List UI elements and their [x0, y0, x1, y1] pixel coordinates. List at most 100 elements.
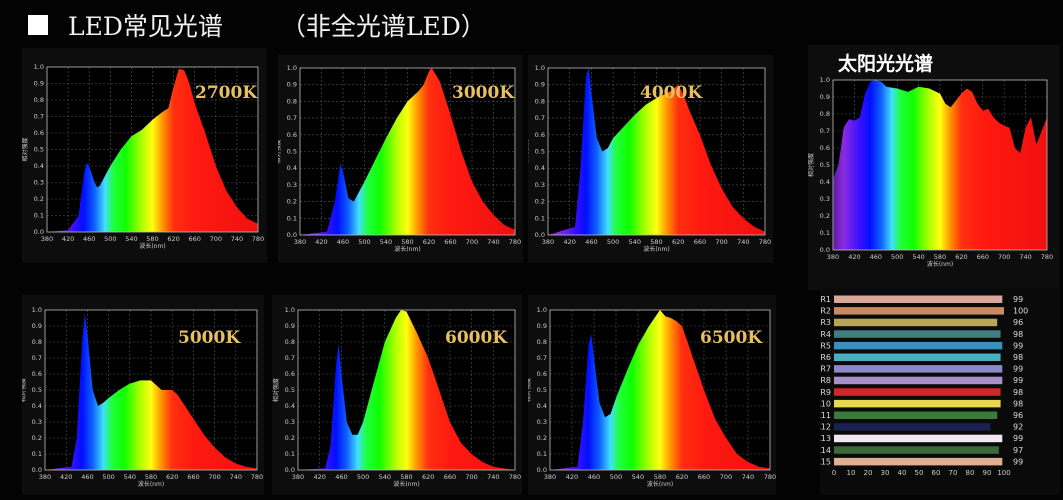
bar-value-label: 99	[1013, 376, 1023, 385]
x-tick-label: 700	[715, 238, 727, 246]
y-tick-label: 0.8	[535, 97, 545, 105]
bar-value-label: 98	[1013, 388, 1023, 397]
x-tick-label: 500	[610, 473, 622, 481]
x-tick-label: 580	[146, 235, 158, 243]
spectrum-chart-5000K: 0.0 0.1 0.2 0.3 0.4 0.5 0.6 0.7 0.8 0.9 1.0 380 420 4…	[22, 295, 264, 495]
x-tick-label: 740	[230, 473, 242, 481]
bar-value-label: 98	[1013, 330, 1023, 339]
y-tick-label: 0.4	[287, 164, 297, 172]
x-tick-label: 740	[1019, 253, 1031, 261]
x-tick-label: 660	[698, 473, 710, 481]
bar-value-label: 98	[1013, 353, 1023, 362]
bar-value-label: 99	[1013, 457, 1023, 466]
y-tick-label: 0.7	[287, 114, 297, 122]
y-tick-label: 0.3	[287, 181, 297, 189]
plot-border	[832, 79, 1048, 251]
x-axis-label: 波长(nm)	[643, 245, 669, 253]
x-tick-label: 700	[465, 473, 477, 481]
chart-svg: 0.0 0.1 0.2 0.3 0.4 0.5 0.6 0.7 0.8 0.9 1.0 380 420 4…	[528, 306, 776, 488]
y-tick-label: 0.9	[535, 81, 545, 89]
x-tick-label: 660	[188, 235, 200, 243]
bar-category-label: R8	[820, 376, 831, 385]
x-tick-label: 0	[832, 469, 836, 477]
y-tick-label: 0.3	[535, 181, 545, 189]
bar-category-label: R12	[820, 423, 831, 432]
x-tick-label: 20	[864, 469, 873, 477]
y-axis-label: 相对强度	[272, 378, 280, 402]
bar-value-label: 98	[1013, 399, 1023, 408]
bar-value-label: 92	[1013, 423, 1023, 432]
y-tick-label: 0.0	[537, 466, 547, 474]
cri-bar-R9	[834, 388, 1001, 396]
y-tick-label: 1.0	[537, 306, 547, 314]
y-tick-label: 0.4	[537, 402, 547, 410]
y-tick-label: 0.7	[32, 354, 42, 362]
x-tick-label: 30	[881, 469, 890, 477]
y-tick-label: 0.6	[32, 370, 42, 378]
y-tick-label: 0.8	[32, 338, 42, 346]
x-tick-label: 500	[607, 238, 619, 246]
bar-category-label: R4	[820, 330, 831, 339]
plot-border	[549, 309, 771, 471]
x-tick-label: 780	[252, 235, 264, 243]
y-tick-label: 0.5	[287, 148, 297, 156]
spectrum-chart-6000K: 0.0 0.1 0.2 0.3 0.4 0.5 0.6 0.7 0.8 0.9 1.0 380 420 4…	[272, 295, 522, 495]
x-tick-label: 420	[563, 238, 575, 246]
y-tick-label: 0.6	[285, 370, 295, 378]
y-tick-label: 1.0	[287, 64, 297, 72]
y-tick-label: 0.8	[287, 97, 297, 105]
y-tick-label: 0.1	[535, 214, 545, 222]
x-tick-label: 420	[566, 473, 578, 481]
x-tick-label: 90	[983, 469, 992, 477]
x-tick-label: 500	[102, 473, 114, 481]
bar-category-label: R14	[820, 446, 831, 455]
color-temperature-label: 4000K	[640, 83, 703, 103]
x-tick-label: 420	[62, 235, 74, 243]
bar-value-label: 100	[1013, 307, 1028, 316]
x-tick-label: 740	[737, 238, 749, 246]
y-tick-label: 0.5	[820, 161, 830, 169]
x-tick-label: 780	[509, 238, 521, 246]
y-tick-label: 0.1	[820, 229, 830, 237]
x-tick-label: 380	[41, 235, 53, 243]
page-subtitle: （非全光谱LED）	[280, 12, 486, 41]
x-tick-label: 420	[313, 473, 325, 481]
y-tick-label: 0.2	[537, 434, 547, 442]
bar-category-label: R6	[820, 353, 831, 362]
x-tick-label: 540	[380, 238, 392, 246]
y-tick-label: 0.3	[285, 418, 295, 426]
bar-value-label: 99	[1013, 341, 1023, 350]
x-tick-label: 50	[915, 469, 924, 477]
x-tick-label: 700	[720, 473, 732, 481]
x-tick-label: 660	[444, 473, 456, 481]
x-tick-label: 80	[966, 469, 975, 477]
bar-value-label: 99	[1013, 434, 1023, 443]
bar-category-label: R5	[820, 341, 831, 350]
y-tick-label: 0.7	[820, 127, 830, 135]
color-rendering-index-chart: R199R2100R396R498R599R698R799R899R998R10…	[815, 288, 1060, 495]
bar-category-label: R1	[820, 295, 831, 304]
x-axis-label: 波长(nm)	[647, 480, 673, 488]
x-tick-label: 380	[292, 473, 304, 481]
x-tick-label: 100	[997, 469, 1010, 477]
y-tick-label: 0.7	[34, 113, 44, 121]
cri-svg: R199R2100R396R498R599R698R799R899R998R10…	[815, 295, 1028, 477]
x-tick-label: 780	[759, 238, 771, 246]
x-tick-label: 380	[542, 238, 554, 246]
y-tick-label: 0.5	[32, 386, 42, 394]
y-tick-label: 0.7	[537, 354, 547, 362]
y-tick-label: 0.5	[285, 386, 295, 394]
y-tick-label: 0.3	[820, 195, 830, 203]
cri-bar-R5	[834, 341, 1003, 350]
bar-category-label: R10	[820, 399, 831, 408]
bar-category-label: R11	[820, 411, 831, 420]
chart-svg: 0.0 0.1 0.2 0.3 0.4 0.5 0.6 0.7 0.8 0.9 1.0 380 420 4…	[528, 64, 771, 253]
x-axis-label: 波长(nm)	[927, 260, 953, 268]
x-tick-label: 620	[672, 238, 684, 246]
x-tick-label: 620	[167, 235, 179, 243]
x-tick-label: 620	[676, 473, 688, 481]
x-tick-label: 620	[423, 238, 435, 246]
y-tick-label: 0.9	[34, 80, 44, 88]
chart-svg: 0.0 0.1 0.2 0.3 0.4 0.5 0.6 0.7 0.8 0.9 1.0 380 420 4…	[22, 306, 263, 488]
x-tick-label: 780	[764, 473, 776, 481]
